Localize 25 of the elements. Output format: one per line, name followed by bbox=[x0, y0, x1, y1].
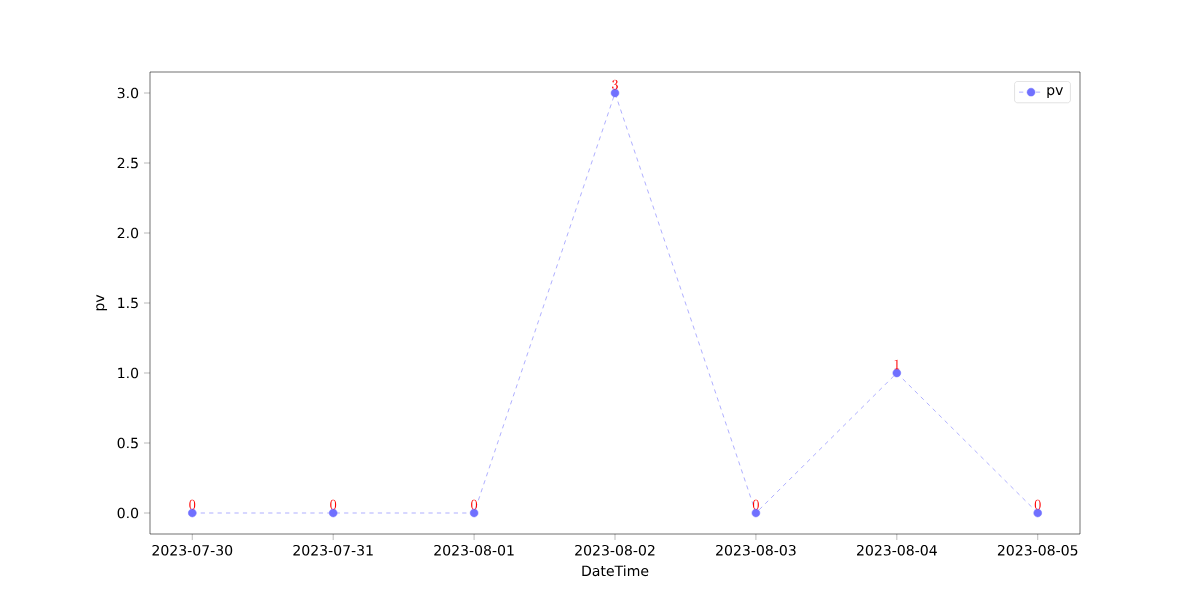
y-tick-label: 2.5 bbox=[117, 157, 138, 169]
data-label: 0 bbox=[471, 499, 478, 510]
data-label: 1 bbox=[894, 359, 900, 370]
x-tick-label: 2023-08-04 bbox=[857, 544, 937, 556]
y-tick-label: 2.0 bbox=[117, 227, 139, 239]
legend-label: pv bbox=[1047, 87, 1063, 98]
y-tick-label: 1.5 bbox=[118, 297, 138, 309]
data-label: 0 bbox=[189, 499, 196, 510]
y-axis-title: pv bbox=[96, 294, 108, 311]
x-axis-title: DateTime bbox=[582, 565, 649, 577]
x-tick-label: 2023-08-02 bbox=[575, 544, 655, 556]
x-tick-label: 2023-08-01 bbox=[434, 544, 514, 556]
y-tick-label: 3.0 bbox=[117, 87, 139, 99]
x-tick-label: 2023-08-05 bbox=[997, 544, 1078, 556]
data-label: 0 bbox=[752, 499, 759, 510]
x-tick-label: 2023-08-03 bbox=[716, 544, 796, 556]
data-label: 3 bbox=[612, 79, 618, 90]
point bbox=[892, 368, 902, 378]
data-label: 0 bbox=[330, 499, 337, 510]
y-tick-label: 0.5 bbox=[117, 437, 138, 449]
x-tick-label: 2023-07-31 bbox=[293, 544, 373, 556]
y-tick-label: 1.0 bbox=[118, 367, 139, 379]
y-tick-label: 0.0 bbox=[117, 507, 139, 519]
data-label: 0 bbox=[1034, 499, 1041, 510]
x-tick-label: 2023-07-30 bbox=[152, 544, 233, 556]
